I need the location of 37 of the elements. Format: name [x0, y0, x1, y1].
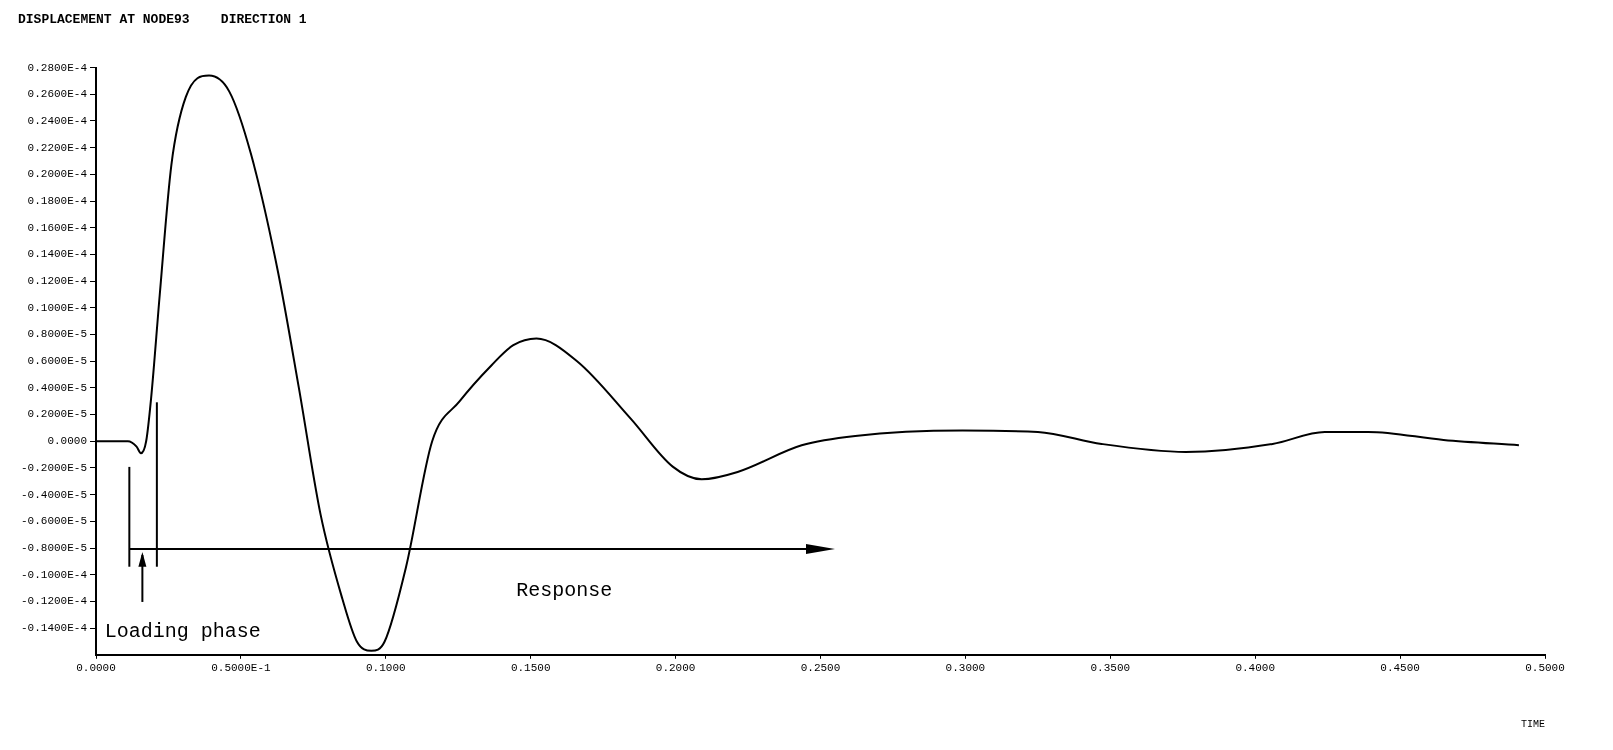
x-tick-label: 0.1000: [366, 662, 406, 675]
y-tick-label: -0.6000E-5: [21, 515, 88, 528]
x-tick-label: 0.1500: [510, 662, 551, 675]
y-tick-label: -0.1200E-4: [21, 595, 88, 608]
y-tick-label: 0.4000E-5: [27, 381, 88, 394]
x-tick-label: 0.5000: [1525, 662, 1565, 675]
chart-title: DISPLACEMENT AT NODE93 DIRECTION 1: [18, 12, 307, 28]
x-tick-label: 0.2000: [655, 662, 696, 675]
y-tick-label: 0.2600E-4: [27, 88, 88, 101]
y-tick-label: 0.2000E-4: [27, 168, 88, 181]
x-tick-label: 0.2500: [800, 662, 841, 675]
x-tick-label: 0.0000: [76, 662, 116, 675]
y-tick-label: -0.4000E-5: [21, 488, 88, 501]
y-tick-label: -0.1400E-4: [21, 622, 88, 635]
x-tick-label: 0.4500: [1380, 662, 1420, 675]
y-tick-label: -0.8000E-5: [21, 541, 88, 554]
annotation: Loading phase: [104, 619, 261, 643]
x-tick-label: 0.3000: [945, 662, 986, 675]
y-tick-label: 0.8000E-5: [27, 328, 88, 341]
x-tick-label: 0.4000: [1235, 662, 1276, 675]
y-tick-label: 0.6000E-5: [27, 355, 88, 368]
y-tick-label: 0.1000E-4: [27, 301, 88, 314]
y-tick-label: 0.1600E-4: [27, 221, 88, 234]
x-axis-title: TIME: [1520, 718, 1545, 730]
y-tick-label: -0.2000E-5: [21, 461, 88, 474]
annotation: Response: [516, 578, 613, 602]
y-tick-label: 0.1400E-4: [27, 248, 88, 261]
x-tick-label: 0.5000E-1: [211, 662, 272, 675]
y-tick-label: 0.1200E-4: [27, 275, 88, 288]
y-tick-label: 0.2000E-5: [27, 408, 88, 421]
y-tick-label: 0.2200E-4: [27, 141, 88, 154]
x-tick-label: 0.3500: [1090, 662, 1131, 675]
y-tick-label: 0.0000: [47, 435, 88, 448]
y-tick-label: 0.1800E-4: [27, 194, 88, 207]
y-tick-label: -0.1000E-4: [21, 568, 88, 581]
y-tick-label: 0.2800E-4: [27, 61, 88, 74]
y-tick-label: 0.2400E-4: [27, 114, 88, 127]
